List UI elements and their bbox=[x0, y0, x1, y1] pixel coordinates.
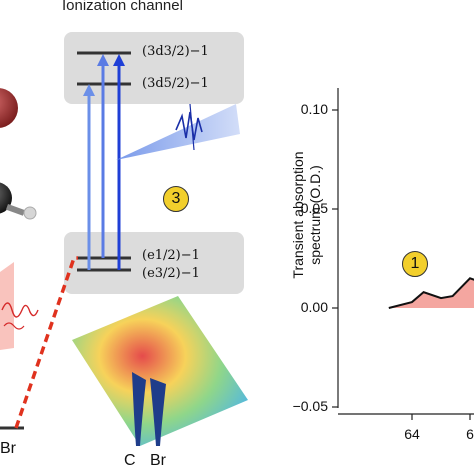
y-tick-0.00: 0.00 bbox=[300, 299, 328, 315]
bromine-atom bbox=[0, 88, 18, 128]
y-tick-0.10: 0.10 bbox=[300, 101, 328, 117]
atom-label-c: C bbox=[124, 452, 136, 469]
y-tick-neg0.05: −0.05 bbox=[292, 398, 328, 414]
dashed-connector bbox=[14, 256, 78, 429]
spectrum-line bbox=[388, 277, 474, 309]
bond bbox=[5, 204, 25, 216]
upper-level-panel bbox=[64, 32, 244, 104]
spectrum-area-red bbox=[388, 278, 474, 308]
left-atom-label-br: Br bbox=[0, 440, 16, 457]
label-e12: (e1/2)−1 bbox=[142, 248, 200, 263]
chart-axes bbox=[332, 88, 474, 420]
x-tick-64: 64 bbox=[404, 426, 420, 442]
hydrogen-atom bbox=[23, 206, 37, 220]
step-badge-3: 3 bbox=[163, 186, 189, 212]
xray-pulse-wave bbox=[175, 111, 203, 141]
lower-level-panel bbox=[64, 232, 244, 294]
red-pulse-beam bbox=[0, 262, 14, 350]
transition-arrows bbox=[83, 54, 125, 270]
xray-pulse-axis bbox=[189, 103, 195, 151]
xray-beam bbox=[116, 104, 240, 160]
red-pulse-wave bbox=[1, 302, 39, 318]
potential-surface bbox=[72, 296, 248, 446]
x-tick-6: 6 bbox=[466, 426, 474, 442]
y-tick-0.05: 0.05 bbox=[300, 200, 328, 216]
atom-label-br: Br bbox=[150, 452, 166, 469]
label-e32: (e3/2)−1 bbox=[142, 266, 200, 281]
red-pulse-wave-2 bbox=[3, 322, 25, 330]
label-3d32: (3d3/2)−1 bbox=[142, 44, 209, 59]
label-3d52: (3d5/2)−1 bbox=[142, 76, 209, 91]
chart-plot-area bbox=[388, 277, 474, 309]
diagram-title: Ionization channel bbox=[62, 0, 183, 14]
step-badge-1: 1 bbox=[402, 251, 428, 277]
